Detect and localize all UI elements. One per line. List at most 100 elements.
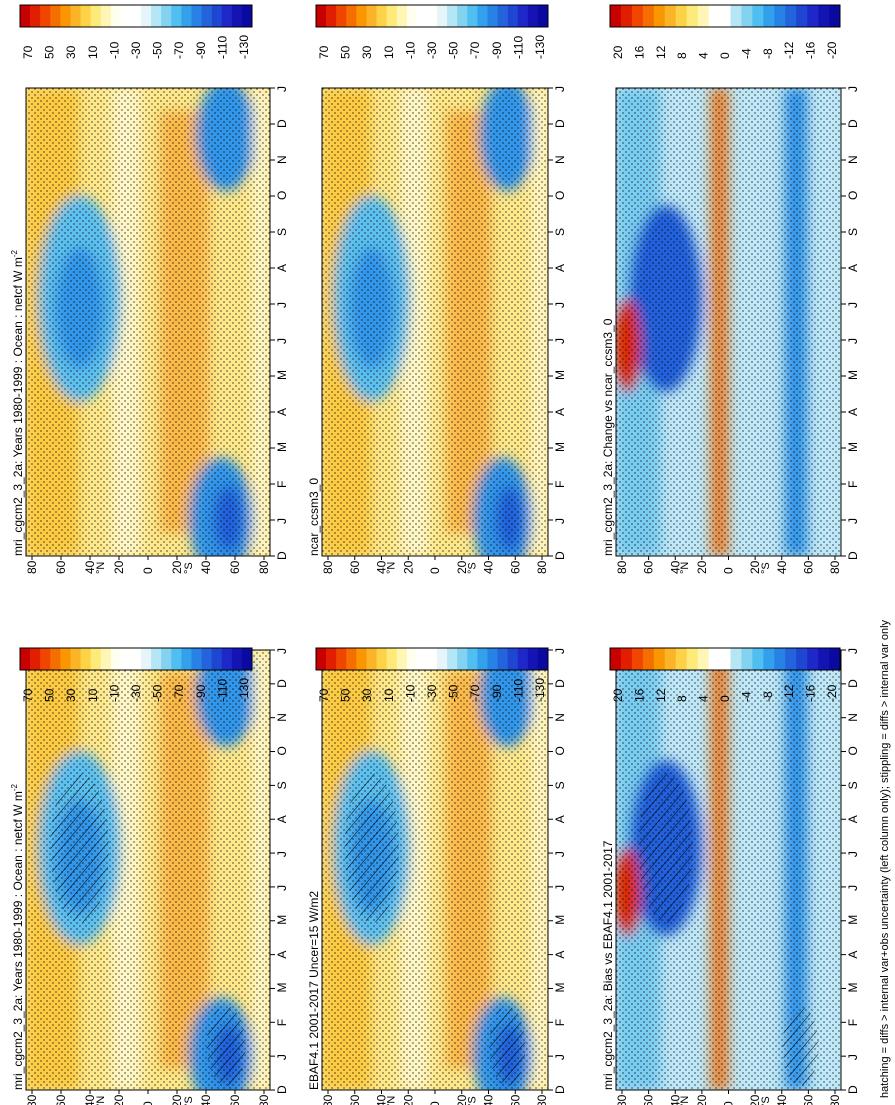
lat-tick-label: 60 xyxy=(508,560,522,574)
colorbar-label: -10 xyxy=(107,684,121,702)
colorbar-swatch xyxy=(241,648,253,670)
month-tick-label: J xyxy=(275,518,289,524)
lat-tick-label: 20 xyxy=(695,1094,709,1105)
month-tick-label: J xyxy=(553,518,567,524)
colorbar-swatch xyxy=(829,648,841,670)
month-tick-label: J xyxy=(275,86,289,92)
month-tick-label: J xyxy=(275,338,289,344)
colorbar-label: -50 xyxy=(151,684,165,702)
month-tick-label: M xyxy=(553,442,567,452)
colorbar-swatch xyxy=(675,5,687,27)
month-tick-label: J xyxy=(275,1054,289,1060)
month-tick-label: N xyxy=(275,713,289,722)
lat-unit-label: °S xyxy=(467,562,479,574)
lat-unit-label: °N xyxy=(95,1096,107,1105)
colorbar-swatch xyxy=(763,5,775,27)
colorbar-label: -4 xyxy=(739,48,753,59)
colorbar-label: 0 xyxy=(718,695,732,702)
month-tick-label: J xyxy=(553,851,567,857)
colorbar-swatch xyxy=(406,648,418,670)
month-tick-label: J xyxy=(275,648,289,654)
colorbar-swatch xyxy=(457,5,468,27)
month-tick-label: J xyxy=(275,885,289,891)
lat-tick-label: 20 xyxy=(455,560,469,574)
colorbar-swatch xyxy=(796,5,808,27)
colorbar-swatch xyxy=(221,648,233,670)
lat-unit-label: °N xyxy=(679,1096,691,1105)
colorbar-swatch xyxy=(336,5,347,27)
panel-ref-model: D J F M A M J J A S O N D J 80 60 40 20 0 20 40 60 80 °N °S ncar_… xyxy=(307,86,567,574)
colorbar-label: -16 xyxy=(804,41,818,59)
colorbar-swatch xyxy=(653,648,666,670)
month-tick-label: A xyxy=(846,815,860,823)
colorbar-label: -130 xyxy=(237,35,251,59)
month-tick-label: A xyxy=(846,951,860,959)
month-tick-label: J xyxy=(553,648,567,654)
colorbar-label: 70 xyxy=(21,688,35,702)
colorbar-swatch xyxy=(201,648,212,670)
lat-tick-label: 20 xyxy=(695,560,709,574)
colorbar-swatch xyxy=(386,648,397,670)
colorbar-label: -30 xyxy=(129,684,143,702)
colorbar-label: -16 xyxy=(804,684,818,702)
month-tick-label: M xyxy=(275,370,289,380)
colorbar-swatch xyxy=(316,5,327,27)
colorbar-swatch xyxy=(675,648,687,670)
colorbar-label: -10 xyxy=(107,41,121,59)
colorbar-swatch xyxy=(181,5,192,27)
colorbar: 20 16 12 8 4 0 -4 -8 -12 -16 -20 xyxy=(609,647,841,702)
colorbar: 70 50 30 10 -10 -30 -50 -70 -90 -110 -130 xyxy=(19,4,253,59)
month-tick-label: S xyxy=(553,228,567,236)
colorbar-label: 50 xyxy=(339,45,353,59)
colorbar-swatch xyxy=(141,5,152,27)
colorbar-swatch xyxy=(40,5,51,27)
month-tick-label: M xyxy=(553,982,567,992)
colorbar-label: 10 xyxy=(382,45,396,59)
colorbar-swatch xyxy=(741,5,753,27)
colorbar-swatch xyxy=(130,648,142,670)
colorbar-swatch xyxy=(130,5,142,27)
month-tick-label: A xyxy=(275,815,289,823)
colorbar-swatch xyxy=(110,648,122,670)
colorbar-swatch xyxy=(719,648,731,670)
lat-tick-label: 60 xyxy=(642,560,656,574)
colorbar-label: 30 xyxy=(360,45,374,59)
colorbar-swatch xyxy=(211,648,223,670)
month-tick-label: A xyxy=(553,951,567,959)
colorbar-label: -90 xyxy=(194,684,208,702)
colorbar-label: 4 xyxy=(697,52,711,59)
colorbar-label: 30 xyxy=(64,45,78,59)
colorbar-label: 12 xyxy=(654,45,668,59)
lat-tick-label: 20 xyxy=(112,560,126,574)
colorbar-label: -8 xyxy=(761,48,775,59)
colorbar-swatch xyxy=(517,648,529,670)
month-tick-label: O xyxy=(275,746,289,755)
colorbar-label: -130 xyxy=(237,678,251,702)
lat-tick-label: 20 xyxy=(401,1094,415,1105)
month-tick-label: M xyxy=(553,370,567,380)
colorbar-swatch xyxy=(356,648,367,670)
colorbar-swatch xyxy=(151,5,162,27)
colorbar-swatch xyxy=(653,5,666,27)
lat-tick-label: 40 xyxy=(83,1094,97,1105)
month-tick-label: M xyxy=(275,915,289,925)
colorbar-swatch xyxy=(796,648,808,670)
lat-tick-label: 40 xyxy=(775,1094,789,1105)
lat-tick-label: 60 xyxy=(508,1094,522,1105)
colorbar-swatch xyxy=(20,648,31,670)
lat-tick-label: 80 xyxy=(257,1094,271,1105)
month-tick-label: J xyxy=(846,302,860,308)
colorbar-swatch xyxy=(447,648,458,670)
month-tick-label: M xyxy=(553,915,567,925)
month-tick-label: A xyxy=(275,951,289,959)
month-tick-label: D xyxy=(846,1085,860,1094)
lat-tick-label: 0 xyxy=(141,567,155,574)
month-tick-label: D xyxy=(275,679,289,688)
month-tick-label: A xyxy=(275,264,289,272)
colorbar-swatch xyxy=(120,5,132,27)
panel-title: EBAF4.1 2001-2017 Uncer=15 W/m2 xyxy=(307,891,321,1090)
colorbar-swatch xyxy=(181,648,192,670)
month-tick-label: N xyxy=(846,713,860,722)
month-tick-label: J xyxy=(846,86,860,92)
